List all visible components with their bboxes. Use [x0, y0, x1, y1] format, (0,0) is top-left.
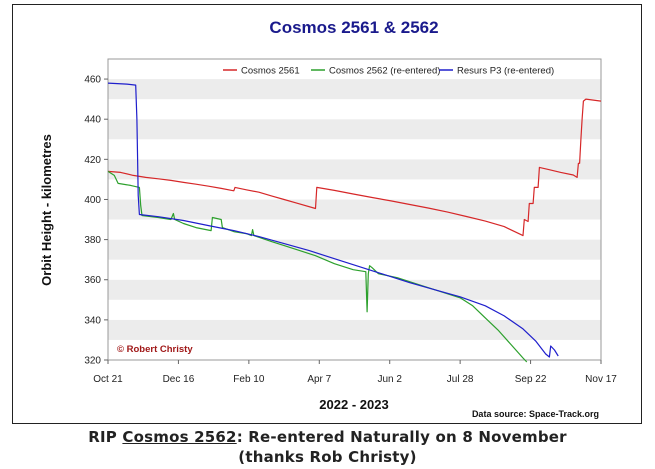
y-tick-label: 440 — [84, 115, 101, 126]
y-tick-label: 460 — [84, 75, 101, 86]
legend: Cosmos 2561 Cosmos 2562 (re-entered) Resur… — [223, 66, 554, 77]
grid-band — [108, 299, 601, 320]
y-tick-label: 420 — [84, 155, 101, 166]
x-tick-label: Apr 7 — [307, 374, 331, 385]
caption-suffix: : Re-entered Naturally on 8 November — [236, 428, 567, 446]
plot-bands — [108, 59, 601, 360]
caption-prefix: RIP — [88, 428, 123, 446]
grid-band — [108, 79, 601, 100]
chart-title: Cosmos 2561 & 2562 — [269, 18, 438, 37]
cosmos-2562-link[interactable]: Cosmos 2562 — [122, 428, 237, 446]
grid-band — [108, 339, 601, 360]
grid-band — [108, 179, 601, 200]
grid-band — [108, 59, 601, 80]
grid-band — [108, 319, 601, 340]
grid-band — [108, 279, 601, 300]
grid-band — [108, 159, 601, 180]
series-line-1 — [107, 98, 602, 237]
grid-band — [108, 119, 601, 140]
grid-band — [108, 239, 601, 260]
y-tick-label: 320 — [84, 356, 101, 367]
grid-band — [108, 199, 601, 220]
y-tick-label: 360 — [84, 275, 101, 286]
plot-area — [107, 58, 602, 361]
series-layer — [107, 82, 602, 363]
x-tick-label: Jul 28 — [447, 374, 474, 385]
y-tick-label: 380 — [84, 235, 101, 246]
x-tick-label: Sep 22 — [515, 374, 547, 385]
legend-label: Cosmos 2561 — [241, 66, 300, 77]
grid-band — [108, 139, 601, 160]
y-tick-label: 340 — [84, 315, 101, 326]
y-axis-label: Orbit Height - kilometres — [39, 134, 54, 286]
watermark: © Robert Christy — [117, 344, 193, 355]
legend-label: Cosmos 2562 (re-entered) — [329, 66, 440, 77]
x-tick-label: Dec 16 — [163, 374, 195, 385]
caption-line-1: RIP Cosmos 2562: Re-entered Naturally on… — [0, 428, 655, 446]
x-tick-label: Feb 10 — [233, 374, 265, 385]
grid-band — [108, 99, 601, 120]
y-tick-label: 400 — [84, 195, 101, 206]
x-tick-label: Oct 21 — [93, 374, 123, 385]
grid-band — [108, 219, 601, 240]
x-axis-label: 2022 - 2023 — [319, 397, 388, 412]
legend-label: Resurs P3 (re-entered) — [457, 66, 554, 77]
x-tick-label: Nov 17 — [585, 374, 617, 385]
series-line-3 — [107, 82, 559, 358]
y-axis: 320 340 360 380 400 420 440 460 — [84, 75, 108, 367]
caption-line-2: (thanks Rob Christy) — [238, 448, 417, 466]
data-source-note: Data source: Space-Track.org — [472, 409, 599, 419]
x-axis: Oct 21 Dec 16 Feb 10 Apr 7 Jun 2 Jul 28 Sep 22… — [93, 360, 617, 385]
chart-frame: 320 340 360 380 400 420 440 460 Oct 21 Dec 16 Feb… — [12, 4, 642, 424]
x-tick-label: Jun 2 — [377, 374, 402, 385]
chart: 320 340 360 380 400 420 440 460 Oct 21 Dec 16 Feb… — [39, 18, 617, 419]
